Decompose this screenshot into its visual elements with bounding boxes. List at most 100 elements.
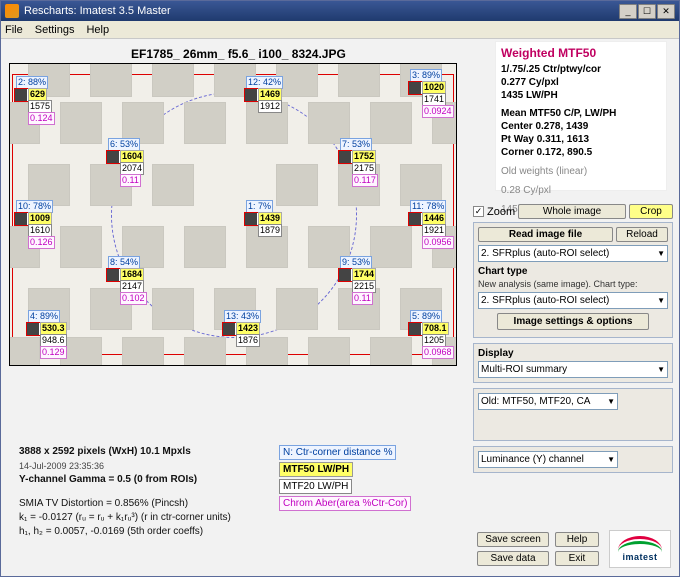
roi-chrom-value: 0.0956 [422, 236, 454, 249]
grid-square [370, 337, 412, 366]
menu-file[interactable]: File [5, 24, 23, 36]
chart-type-select[interactable]: 2. SFRplus (auto-ROI select) ▼ [478, 292, 668, 309]
chart-type-label: Chart type [478, 266, 668, 277]
minimize-button[interactable]: _ [619, 4, 637, 19]
chart-type-sub: New analysis (same image). Chart type: [478, 279, 668, 289]
metric-group: Old: MTF50, MTF20, CA ▼ [473, 388, 673, 441]
legend-row-chrom: Chrom Aber(area %Ctr-Cor) [279, 496, 411, 511]
read-image-button[interactable]: Read image file [478, 227, 613, 242]
grid-square [152, 288, 194, 330]
zoom-checkbox[interactable]: ✓ [473, 206, 484, 217]
weighted-g2: 0.28 Cy/pxl [501, 184, 661, 197]
window-title: Rescharts: Imatest 3.5 Master [24, 5, 619, 17]
chart-type-select-value: 2. SFRplus (auto-ROI select) [481, 295, 609, 306]
readout-channel: Y-channel Gamma = 0.5 (0 from ROIs) [19, 473, 279, 487]
legend-row-mtf50: MTF50 LW/PH [279, 462, 353, 477]
display-group: Display Multi-ROI summary ▼ [473, 343, 673, 383]
grid-square [90, 63, 132, 97]
metric-select[interactable]: Old: MTF50, MTF20, CA ▼ [478, 393, 618, 410]
display-select[interactable]: Multi-ROI summary ▼ [478, 361, 668, 378]
roi-chrom-value: 0.11 [352, 292, 373, 305]
grid-square [276, 288, 318, 330]
grid-square [9, 337, 40, 366]
chevron-down-icon: ▼ [657, 249, 665, 258]
reload-button[interactable]: Reload [616, 227, 668, 242]
weighted-l3: 1435 LW/PH [501, 89, 661, 102]
grid-square [184, 102, 226, 144]
close-button[interactable]: ✕ [657, 4, 675, 19]
app-window: Rescharts: Imatest 3.5 Master _ ☐ ✕ File… [0, 0, 680, 577]
bottom-buttons: Save screen Help Save data Exit [477, 532, 599, 566]
roi-mtf20-value: 1912 [258, 100, 282, 113]
weighted-l2: 0.277 Cy/pxl [501, 76, 661, 89]
grid-square [276, 164, 318, 206]
channel-select-value: Luminance (Y) channel [481, 454, 584, 465]
roi-mtf20-value: 1879 [258, 224, 282, 237]
grid-square [184, 337, 226, 366]
grid-square [370, 102, 412, 144]
grid-square [60, 226, 102, 268]
logo-text: imatest [622, 552, 657, 562]
maximize-button[interactable]: ☐ [638, 4, 656, 19]
readouts: 3888 x 2592 pixels (WxH) 10.1 Mpxls 14-J… [19, 445, 279, 539]
chevron-down-icon: ▼ [657, 365, 665, 374]
roi-chrom-value: 0.124 [28, 112, 55, 125]
menubar: File Settings Help [1, 21, 679, 39]
roi-chrom-value: 0.129 [40, 346, 67, 359]
readout-k1: k₁ = -0.0127 (rᵤ = rᵤ + k₁rᵤ³) (r in ctr… [19, 511, 279, 525]
exit-button[interactable]: Exit [555, 551, 599, 566]
weighted-g1: Old weights (linear) [501, 165, 661, 178]
menu-settings[interactable]: Settings [35, 24, 75, 36]
roi-chrom-value: 0.0968 [422, 346, 454, 359]
display-label: Display [478, 348, 668, 359]
weighted-l7: Corner 0.172, 890.5 [501, 146, 661, 159]
help-button[interactable]: Help [555, 532, 599, 547]
menu-help[interactable]: Help [86, 24, 109, 36]
grid-square [60, 102, 102, 144]
control-panel: ✓ Zoom Whole image Crop Read image file … [473, 204, 673, 478]
roi-chrom-value: 0.117 [352, 174, 378, 187]
legend-row-mtf20: MTF20 LW/PH [279, 479, 352, 494]
grid-square [152, 63, 194, 97]
titlebar: Rescharts: Imatest 3.5 Master _ ☐ ✕ [1, 1, 679, 21]
readout-dims: 3888 x 2592 pixels (WxH) 10.1 Mpxls [19, 445, 279, 459]
metric-select-value: Old: MTF50, MTF20, CA [481, 396, 590, 407]
content-area: EF1785_ 26mm_ f5.6_ i100_ 8324.JPG 2: 88… [1, 39, 679, 576]
weighted-l6: Pt Way 0.311, 1613 [501, 133, 661, 146]
window-buttons: _ ☐ ✕ [619, 4, 675, 19]
legend-row-dist: N: Ctr-corner distance % [279, 445, 396, 460]
crop-button[interactable]: Crop [629, 204, 673, 219]
chevron-down-icon: ▼ [607, 397, 615, 406]
read-group: Read image file Reload 2. SFRplus (auto-… [473, 222, 673, 338]
roi-chrom-value: 0.126 [28, 236, 55, 249]
readout-h: h₁, h₂ = 0.0057, -0.0169 (5th order coef… [19, 525, 279, 539]
whole-image-button[interactable]: Whole image [518, 204, 626, 219]
save-screen-button[interactable]: Save screen [477, 532, 549, 547]
weighted-panel: Weighted MTF50 1/.75/.25 Ctr/ptwy/cor 0.… [495, 41, 667, 191]
readout-dist: SMIA TV Distortion = 0.856% (Pincsh) [19, 497, 279, 511]
roi-chrom-value: 0.102 [120, 292, 147, 305]
chevron-down-icon: ▼ [607, 455, 615, 464]
grid-square [184, 226, 226, 268]
grid-square [152, 164, 194, 206]
legend: N: Ctr-corner distance % MTF50 LW/PH MTF… [279, 445, 449, 513]
zoom-label: Zoom [487, 206, 515, 218]
chart-title: EF1785_ 26mm_ f5.6_ i100_ 8324.JPG [131, 47, 346, 61]
image-settings-button[interactable]: Image settings & options [497, 313, 650, 330]
channel-group: Luminance (Y) channel ▼ [473, 446, 673, 473]
analysis-select-value: 2. SFRplus (auto-ROI select) [481, 248, 609, 259]
weighted-l1: 1/.75/.25 Ctr/ptwy/cor [501, 63, 661, 76]
roi-chrom-value: 0.0924 [422, 105, 454, 118]
weighted-title: Weighted MTF50 [501, 47, 661, 60]
save-data-button[interactable]: Save data [477, 551, 549, 566]
grid-square [338, 63, 380, 97]
roi-chrom-value: 0.11 [120, 174, 141, 187]
imatest-logo: imatest [609, 530, 671, 568]
app-icon [5, 4, 19, 18]
grid-square [122, 337, 164, 366]
grid-square [370, 226, 412, 268]
weighted-l4: Mean MTF50 C/P, LW/PH [501, 107, 661, 120]
grid-square [308, 337, 350, 366]
channel-select[interactable]: Luminance (Y) channel ▼ [478, 451, 618, 468]
analysis-select[interactable]: 2. SFRplus (auto-ROI select) ▼ [478, 245, 668, 262]
